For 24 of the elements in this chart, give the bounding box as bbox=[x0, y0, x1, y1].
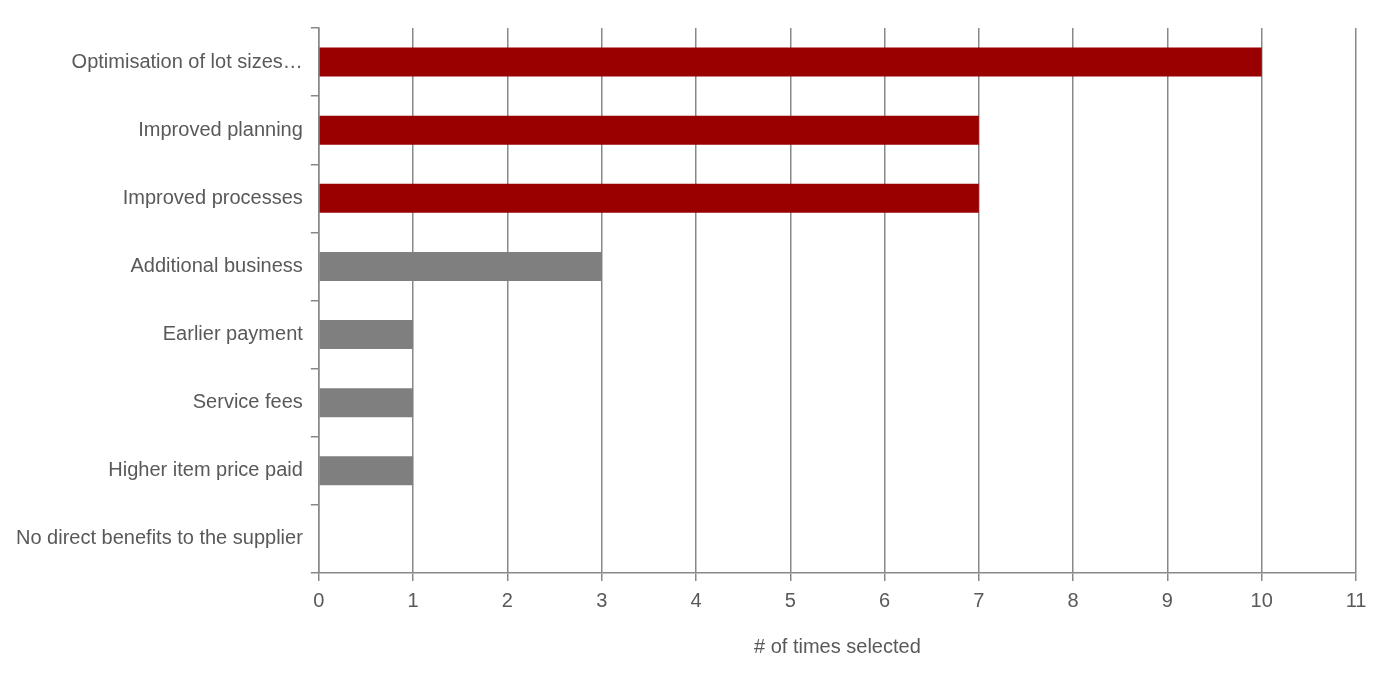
y-tick-label: Higher item price paid bbox=[108, 458, 303, 481]
x-tick-label: 6 bbox=[878, 588, 891, 611]
x-tick-label: 3 bbox=[596, 588, 608, 611]
x-tick-label: 5 bbox=[784, 588, 796, 611]
y-tick-label: No direct benefits to the supplier bbox=[16, 526, 304, 549]
bar bbox=[319, 47, 1262, 77]
y-tick-label: Earlier payment bbox=[162, 322, 304, 345]
y-tick-label: Service fees bbox=[192, 390, 303, 413]
x-tick-label: 0 bbox=[313, 588, 325, 611]
y-tick-label: Improved processes bbox=[122, 185, 303, 208]
x-tick-label: 11 bbox=[1345, 588, 1367, 611]
x-tick-label: 2 bbox=[501, 588, 513, 611]
y-tick-label: Improved planning bbox=[138, 117, 303, 140]
bar bbox=[319, 115, 979, 145]
x-tick-label: 7 bbox=[973, 588, 985, 611]
x-tick-label: 9 bbox=[1161, 588, 1173, 611]
x-axis-title: # of times selected bbox=[754, 634, 921, 657]
x-tick-label: 8 bbox=[1067, 588, 1079, 611]
bar bbox=[319, 183, 979, 213]
x-tick-label: 1 bbox=[407, 588, 419, 611]
y-tick-label: Additional business bbox=[130, 253, 303, 276]
x-tick-label: 4 bbox=[690, 588, 702, 611]
x-tick-label: 10 bbox=[1250, 588, 1273, 611]
y-tick-label: Optimisation of lot sizes… bbox=[71, 49, 303, 72]
